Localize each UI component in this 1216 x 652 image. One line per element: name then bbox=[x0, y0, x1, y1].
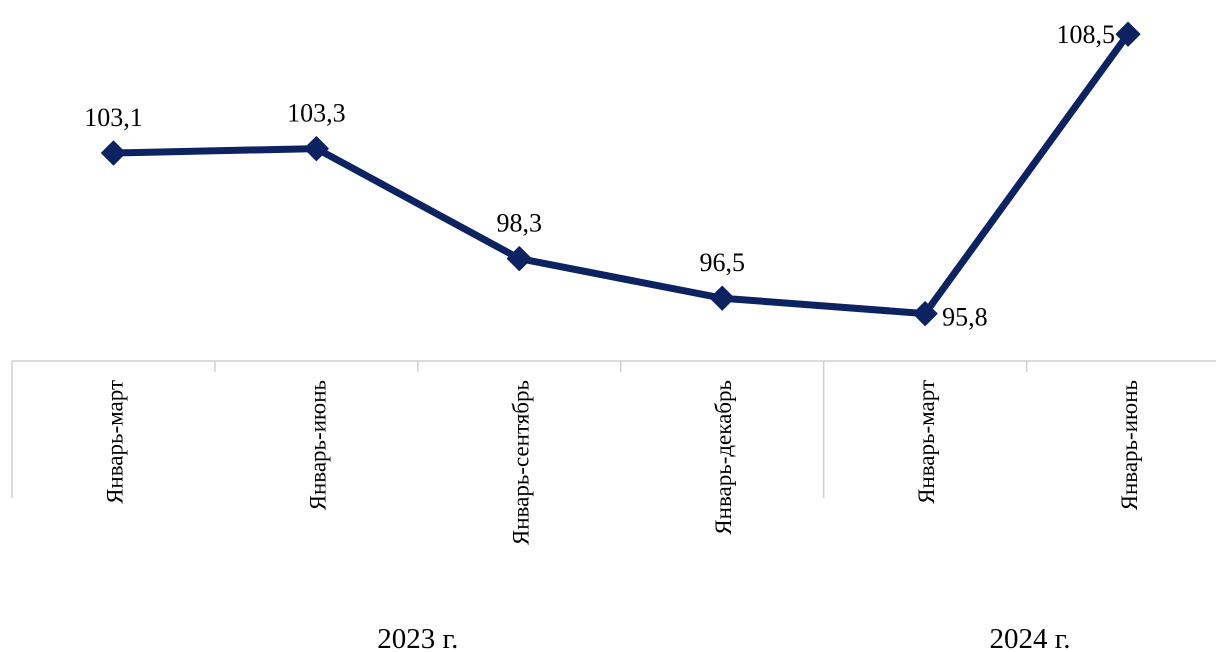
category-label: Январь-июнь bbox=[305, 380, 330, 510]
category-label: Январь-декабрь bbox=[711, 380, 736, 535]
series-line bbox=[110, 30, 1132, 318]
group-label: 2023 г. bbox=[377, 623, 458, 652]
data-point-marker bbox=[912, 301, 938, 327]
data-label: 95,8 bbox=[942, 303, 988, 332]
data-label: 103,3 bbox=[287, 99, 346, 128]
data-point-marker bbox=[303, 136, 329, 162]
data-label: 108,5 bbox=[1057, 20, 1116, 49]
data-point-marker bbox=[1115, 21, 1141, 47]
group-label: 2024 г. bbox=[989, 623, 1070, 652]
category-label: Январь-март bbox=[914, 380, 939, 504]
data-label: 98,3 bbox=[497, 209, 543, 238]
category-label: Январь-сентябрь bbox=[508, 380, 533, 545]
data-point-marker bbox=[100, 140, 126, 166]
data-label: 96,5 bbox=[699, 248, 745, 277]
category-label: Январь-июнь bbox=[1117, 380, 1142, 510]
series-line-layer bbox=[110, 30, 1132, 318]
category-label-layer: Январь-март Январь-июнь Январь-сентябрь Янв… bbox=[102, 380, 1142, 545]
data-label: 103,1 bbox=[84, 103, 143, 132]
category-axis bbox=[11, 360, 1216, 498]
data-point-marker bbox=[506, 246, 532, 272]
marker-layer bbox=[100, 21, 1141, 327]
data-point-marker bbox=[709, 285, 735, 311]
category-label: Январь-март bbox=[102, 380, 127, 504]
data-label-layer: 103,1 103,3 98,3 96,5 95,8 108,5 bbox=[84, 20, 1115, 331]
group-label-layer: 2023 г. 2024 г. bbox=[377, 623, 1070, 652]
